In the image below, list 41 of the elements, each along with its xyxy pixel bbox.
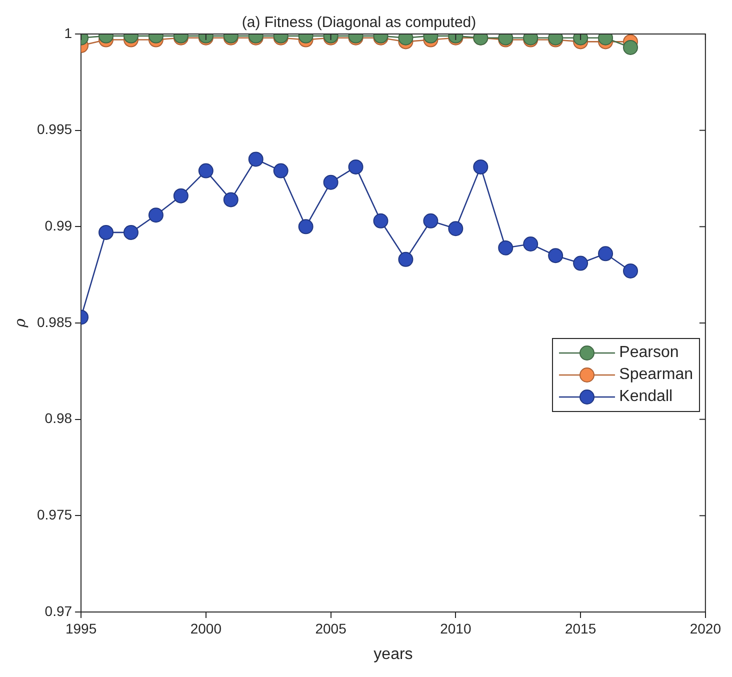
- y-tick-label: 0.985: [36, 314, 72, 330]
- point: [173, 188, 188, 204]
- chart-title: (a) Fitness (Diagonal as computed): [242, 14, 476, 32]
- point: [448, 221, 464, 236]
- y-axis-title: ρ: [10, 318, 29, 328]
- x-axis-title: years: [374, 646, 413, 663]
- point: [323, 174, 338, 190]
- point: [423, 213, 438, 228]
- y-tick-label: 0.99: [44, 218, 72, 234]
- x-tick-label: 1995: [65, 620, 97, 636]
- y-tick-label: 0.97: [44, 602, 72, 619]
- legend-label: Kendall: [619, 388, 673, 406]
- y-tick-label: 0.995: [36, 121, 72, 138]
- point: [498, 240, 514, 256]
- y-tick-label: 0.975: [36, 506, 72, 523]
- point: [598, 246, 614, 262]
- point: [398, 252, 414, 267]
- x-tick-label: 2015: [564, 620, 596, 636]
- point: [248, 152, 264, 167]
- point: [298, 219, 314, 234]
- legend-label: Pearson: [619, 344, 679, 362]
- x-tick-label: 2005: [315, 620, 347, 636]
- legend-label: Spearman: [619, 366, 693, 384]
- point: [148, 208, 164, 223]
- point: [273, 163, 288, 178]
- point: [198, 163, 214, 178]
- x-tick-label: 2000: [190, 620, 222, 636]
- y-tick-label: 0.98: [44, 410, 72, 426]
- point: [623, 263, 638, 278]
- point: [523, 236, 538, 252]
- point: [548, 248, 564, 264]
- y-tick-label: 1: [64, 24, 72, 41]
- point: [223, 192, 238, 208]
- x-tick-label: 2020: [690, 620, 722, 636]
- point: [473, 159, 488, 174]
- point: [373, 213, 388, 228]
- x-tick-label: 2010: [440, 620, 472, 636]
- point: [98, 224, 114, 240]
- point: [123, 224, 138, 240]
- point: [348, 159, 364, 174]
- point: [573, 256, 588, 271]
